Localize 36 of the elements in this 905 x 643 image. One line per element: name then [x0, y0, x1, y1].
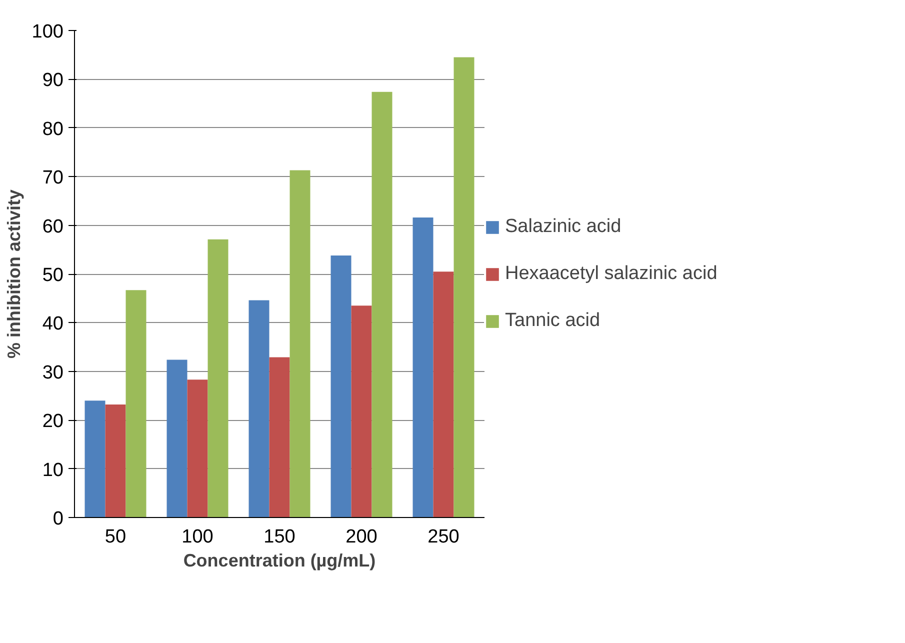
bar [105, 404, 126, 518]
bar [269, 357, 290, 518]
bar [433, 272, 454, 518]
y-tick-label: 80 [42, 118, 64, 140]
x-tick-label: 100 [182, 526, 214, 548]
y-tick-label: 30 [42, 362, 64, 384]
bar [208, 239, 228, 518]
y-tick-label: 40 [42, 314, 64, 335]
x-tick-label: 50 [104, 526, 126, 548]
x-tick-label: 250 [428, 526, 460, 548]
legend-label: Hexaacetyl salazinic acid [505, 262, 718, 284]
x-axis-title: Concentration (µg/mL) [183, 550, 376, 570]
bar [412, 218, 434, 518]
bar [126, 290, 146, 518]
bar [187, 380, 208, 518]
y-tick-label: 60 [42, 216, 64, 238]
y-tick-label: 90 [42, 70, 64, 92]
x-tick-label: 150 [264, 526, 296, 548]
y-tick-label: 20 [42, 411, 64, 432]
bar [372, 92, 392, 518]
bar [290, 170, 310, 518]
legend-label: Salazinic acid [505, 216, 622, 238]
y-axis-title: % inhibition activity [4, 189, 24, 359]
bar [351, 306, 372, 518]
legend-label: Tannic acid [505, 310, 600, 332]
bar [84, 400, 106, 518]
y-tick-label: 50 [42, 265, 64, 286]
x-tick-label: 200 [346, 526, 378, 548]
y-tick-label: 0 [52, 508, 64, 530]
bar [248, 300, 270, 518]
bar [166, 360, 188, 518]
y-tick-label: 100 [32, 22, 64, 42]
y-tick-label: 10 [42, 460, 64, 481]
bar [454, 57, 474, 518]
bar [330, 255, 352, 518]
y-tick-label: 70 [42, 168, 64, 189]
